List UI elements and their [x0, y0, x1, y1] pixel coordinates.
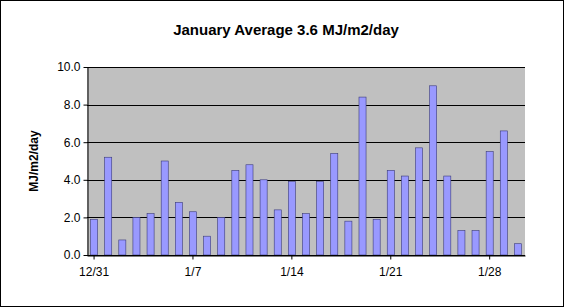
y-tick-mark [84, 67, 88, 68]
bar [119, 240, 126, 255]
x-tick: 1/21 [379, 256, 403, 279]
bar [430, 86, 437, 255]
bar [218, 217, 225, 255]
y-axis-title: MJ/m2/day [27, 130, 41, 192]
bar [472, 231, 479, 255]
bar [514, 244, 521, 255]
y-tick-mark [84, 217, 88, 218]
bar [401, 176, 408, 255]
x-tick-label: 1/28 [478, 265, 502, 279]
bar [133, 217, 140, 255]
x-tick: 12/31 [79, 256, 109, 279]
x-tick: 1/7 [185, 256, 202, 279]
bar [486, 152, 493, 255]
bar [500, 131, 507, 255]
y-tick: 2.0 [64, 211, 88, 225]
grid-line [87, 142, 525, 143]
x-tick-mark [489, 256, 490, 260]
x-tick-label: 12/31 [79, 265, 109, 279]
bar [359, 97, 366, 255]
grid-line [87, 180, 525, 181]
y-tick: 0.0 [64, 248, 88, 262]
bar [274, 210, 281, 255]
title: January Average 3.6 MJ/m2/day [173, 21, 399, 38]
bar [105, 157, 112, 255]
bar [260, 180, 267, 255]
x-axis-line [88, 256, 526, 257]
y-tick: 8.0 [64, 98, 88, 112]
x-tick-mark [291, 256, 292, 260]
y-tick-mark [84, 105, 88, 106]
bar [232, 170, 239, 255]
x-tick-label: 1/14 [280, 265, 304, 279]
y-tick: 10.0 [57, 60, 87, 74]
bar [204, 236, 211, 255]
x-tick-mark [94, 256, 95, 260]
bar [387, 170, 394, 255]
bar [317, 182, 324, 255]
bar [246, 165, 253, 255]
bar [189, 212, 196, 255]
y-tick-mark [84, 255, 88, 256]
bar [416, 148, 423, 255]
y-tick-label: 8.0 [64, 98, 81, 112]
x-tick: 1/14 [280, 256, 304, 279]
y-tick: 6.0 [64, 136, 88, 150]
chart: 0.0 2.0 4.0 6.0 8.0 10.0 12/31 1/7 1/14 1/21 1/28 J… [0, 0, 564, 307]
y-tick-mark [84, 180, 88, 181]
bar [444, 176, 451, 255]
y-tick-mark [84, 142, 88, 143]
x-tick-mark [192, 256, 193, 260]
grid-line [87, 67, 525, 68]
grid-line [87, 105, 525, 106]
x-tick: 1/28 [478, 256, 502, 279]
chart-border [1, 1, 564, 307]
x-tick-label: 1/7 [185, 265, 202, 279]
bar [458, 231, 465, 255]
bar [147, 214, 154, 255]
bar [91, 219, 98, 255]
y-tick-label: 4.0 [64, 173, 81, 187]
y-tick-label: 0.0 [64, 248, 81, 262]
bar [288, 182, 295, 255]
bar [175, 202, 182, 255]
plot-area [87, 67, 525, 255]
y-axis: 0.0 2.0 4.0 6.0 8.0 10.0 [57, 60, 88, 262]
bar [161, 161, 168, 255]
x-tick-mark [390, 256, 391, 260]
bar [345, 221, 352, 255]
bars [91, 86, 522, 255]
y-axis-line [88, 68, 89, 256]
y-tick-label: 6.0 [64, 136, 81, 150]
y-tick-label: 10.0 [57, 60, 81, 74]
y-tick: 4.0 [64, 173, 88, 187]
x-axis: 12/31 1/7 1/14 1/21 1/28 [79, 256, 525, 279]
y-tick-label: 2.0 [64, 211, 81, 225]
bar [331, 153, 338, 255]
bar [302, 214, 309, 255]
grid-line [87, 255, 525, 256]
x-tick-label: 1/21 [379, 265, 403, 279]
grid [87, 68, 525, 256]
bar [373, 219, 380, 255]
